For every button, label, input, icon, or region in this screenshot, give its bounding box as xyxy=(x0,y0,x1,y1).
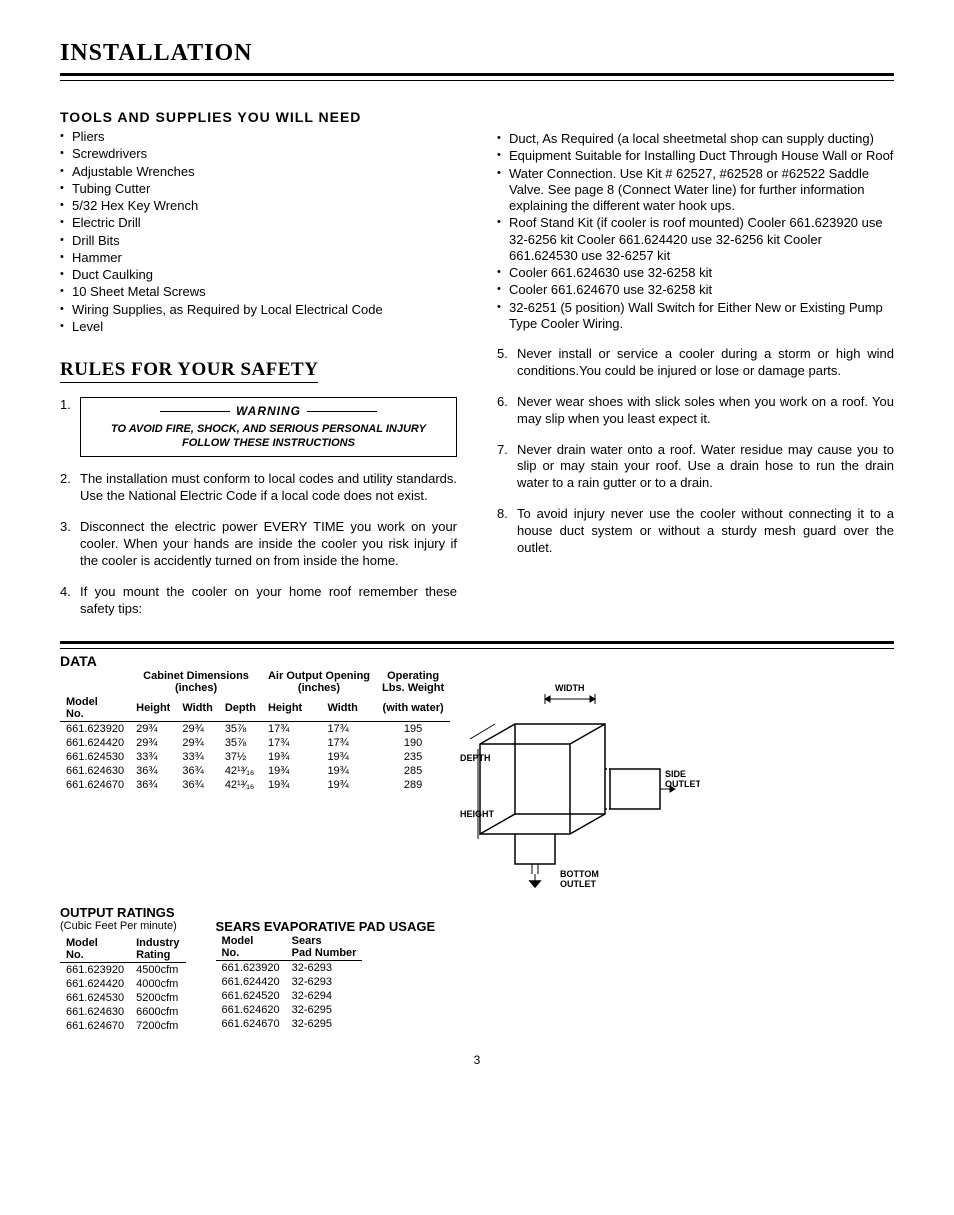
column-header: Width xyxy=(321,695,376,722)
pad-heading: SEARS EVAPORATIVE PAD USAGE xyxy=(216,919,436,934)
tools-heading: TOOLS AND SUPPLIES YOU WILL NEED xyxy=(60,109,457,125)
upper-columns: TOOLS AND SUPPLIES YOU WILL NEED PliersS… xyxy=(60,109,894,631)
depth-label: DEPTH xyxy=(460,753,491,763)
output-table: ModelNo.IndustryRating 661.6239204500cfm… xyxy=(60,936,186,1033)
data-table: Cabinet Dimensions(inches) Air Output Op… xyxy=(60,669,450,792)
list-item: Tubing Cutter xyxy=(60,181,457,197)
list-item: Level xyxy=(60,319,457,335)
list-item: Equipment Suitable for Installing Duct T… xyxy=(497,148,894,164)
table-row: 661.6246306600cfm xyxy=(60,1005,186,1019)
table-row: 661.62392029¾29¾35⅞17¾17¾195 xyxy=(60,722,450,737)
warning-body: TO AVOID FIRE, SHOCK, AND SERIOUS PERSON… xyxy=(89,422,448,451)
table-row: 661.62392032-6293 xyxy=(216,961,363,976)
table-row: 661.6239204500cfm xyxy=(60,963,186,978)
page-title: INSTALLATION xyxy=(60,40,894,67)
tools-list-right: Duct, As Required (a local sheetmetal sh… xyxy=(497,131,894,332)
rule-item: To avoid injury never use the cooler wit… xyxy=(497,506,894,557)
rules-list-left: WARNING TO AVOID FIRE, SHOCK, AND SERIOUS… xyxy=(60,397,457,617)
cabinet-dimensions-header: Cabinet Dimensions(inches) xyxy=(130,669,262,695)
list-item: Wiring Supplies, as Required by Local El… xyxy=(60,302,457,318)
list-item: Water Connection. Use Kit # 62527, #6252… xyxy=(497,166,894,215)
column-header: Height xyxy=(262,695,321,722)
width-label: WIDTH xyxy=(555,683,585,693)
bottom-outlet-label: BOTTOM xyxy=(560,869,599,879)
output-ratings-block: OUTPUT RATINGS (Cubic Feet Per minute) M… xyxy=(60,889,186,1033)
title-rule xyxy=(60,73,894,81)
column-header: IndustryRating xyxy=(130,936,185,963)
height-label: HEIGHT xyxy=(460,809,495,819)
list-item: Duct Caulking xyxy=(60,267,457,283)
column-header: Depth xyxy=(219,695,262,722)
table-row: 661.62467036¾36¾42¹³⁄₁₆19¾19¾289 xyxy=(60,778,450,792)
column-header: SearsPad Number xyxy=(286,934,363,961)
table-row: 661.6246707200cfm xyxy=(60,1019,186,1033)
lower-tables: OUTPUT RATINGS (Cubic Feet Per minute) M… xyxy=(60,889,894,1033)
list-item: Hammer xyxy=(60,250,457,266)
svg-text:OUTLET: OUTLET xyxy=(665,779,700,789)
list-item: Cooler 661.624670 use 32-6258 kit xyxy=(497,282,894,298)
data-heading: DATA xyxy=(60,653,894,669)
svg-text:OUTLET: OUTLET xyxy=(560,879,596,889)
data-row: Cabinet Dimensions(inches) Air Output Op… xyxy=(60,669,894,889)
list-item: Duct, As Required (a local sheetmetal sh… xyxy=(497,131,894,147)
list-item: 10 Sheet Metal Screws xyxy=(60,284,457,300)
list-item: 5/32 Hex Key Wrench xyxy=(60,198,457,214)
table-row: 661.62442029¾29¾35⅞17¾17¾190 xyxy=(60,736,450,750)
list-item: Drill Bits xyxy=(60,233,457,249)
table-row: 661.6245305200cfm xyxy=(60,991,186,1005)
column-header: ModelNo. xyxy=(216,934,286,961)
column-header: Width xyxy=(176,695,218,722)
list-item: Roof Stand Kit (if cooler is roof mounte… xyxy=(497,215,894,264)
air-output-header: Air Output Opening(inches) xyxy=(262,669,376,695)
rule-item: Never install or service a cooler during… xyxy=(497,346,894,380)
table-row: 661.62453033¾33¾37½19¾19¾235 xyxy=(60,750,450,764)
pad-table: ModelNo.SearsPad Number 661.62392032-629… xyxy=(216,934,363,1031)
list-item: 32-6251 (5 position) Wall Switch for Eit… xyxy=(497,300,894,333)
list-item: Cooler 661.624630 use 32-6258 kit xyxy=(497,265,894,281)
column-header: Height xyxy=(130,695,176,722)
rules-heading: RULES FOR YOUR SAFETY xyxy=(60,359,318,383)
table-row: 661.62463036¾36¾42¹³⁄₁₆19¾19¾285 xyxy=(60,764,450,778)
column-header: (with water) xyxy=(376,695,450,722)
warning-title: WARNING xyxy=(89,404,448,420)
output-heading: OUTPUT RATINGS xyxy=(60,905,186,920)
rule-item: If you mount the cooler on your home roo… xyxy=(60,584,457,618)
table-row: 661.62467032-6295 xyxy=(216,1017,363,1031)
rules-list-right: Never install or service a cooler during… xyxy=(497,346,894,557)
rule-item: Never drain water onto a roof. Water res… xyxy=(497,442,894,493)
page-number: 3 xyxy=(60,1053,894,1067)
list-item: Screwdrivers xyxy=(60,146,457,162)
warning-box: WARNING TO AVOID FIRE, SHOCK, AND SERIOUS… xyxy=(80,397,457,457)
output-sub: (Cubic Feet Per minute) xyxy=(60,920,186,932)
column-header: ModelNo. xyxy=(60,936,130,963)
table-row: 661.62442032-6293 xyxy=(216,975,363,989)
rule-item: WARNING TO AVOID FIRE, SHOCK, AND SERIOUS… xyxy=(60,397,457,457)
list-item: Adjustable Wrenches xyxy=(60,164,457,180)
list-item: Pliers xyxy=(60,129,457,145)
data-rule xyxy=(60,641,894,649)
rule-item: Disconnect the electric power EVERY TIME… xyxy=(60,519,457,570)
rule-item: The installation must conform to local c… xyxy=(60,471,457,505)
rule-item: Never wear shoes with slick soles when y… xyxy=(497,394,894,428)
cabinet-diagram: WIDTH DEPTH HEIGHT SIDE OUTLET BOTTOM OU… xyxy=(460,669,700,889)
right-column: Duct, As Required (a local sheetmetal sh… xyxy=(497,109,894,631)
operating-weight-header: OperatingLbs. Weight xyxy=(376,669,450,695)
tools-list-left: PliersScrewdrivers Adjustable WrenchesTub… xyxy=(60,129,457,335)
left-column: TOOLS AND SUPPLIES YOU WILL NEED PliersS… xyxy=(60,109,457,631)
list-item: Electric Drill xyxy=(60,215,457,231)
table-row: 661.62452032-6294 xyxy=(216,989,363,1003)
pad-usage-block: SEARS EVAPORATIVE PAD USAGE ModelNo.Sear… xyxy=(216,889,436,1031)
table-row: 661.62462032-6295 xyxy=(216,1003,363,1017)
side-outlet-label: SIDE xyxy=(665,769,686,779)
column-header: ModelNo. xyxy=(60,695,130,722)
table-row: 661.6244204000cfm xyxy=(60,977,186,991)
